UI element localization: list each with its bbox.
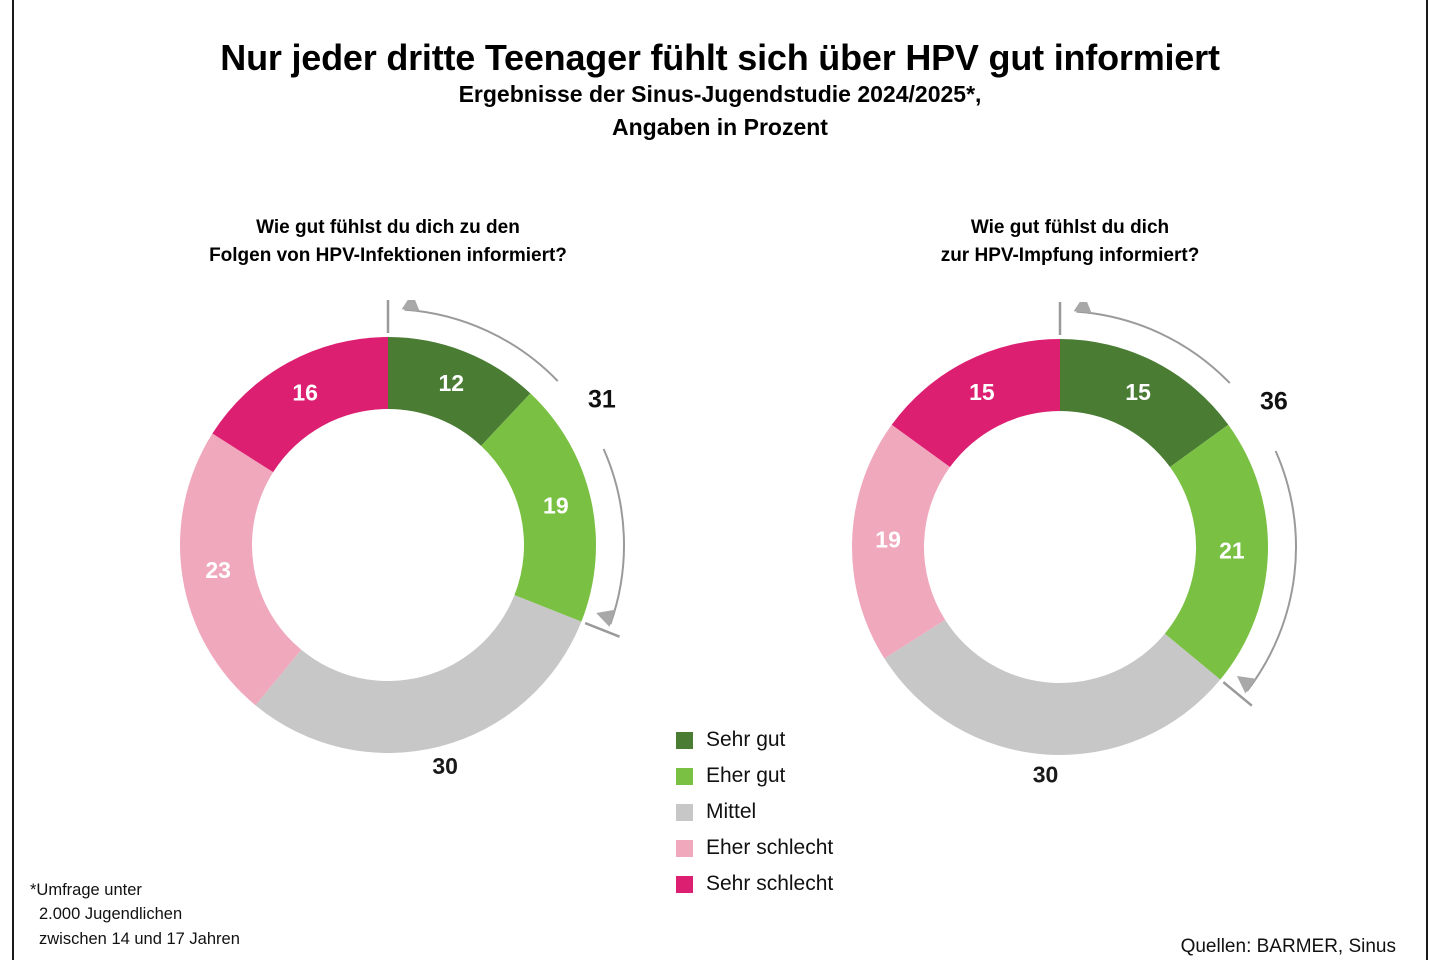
subtitle-line-1: Ergebnisse der Sinus-Jugendstudie 2024/2… bbox=[458, 81, 982, 107]
legend-item: Sehr schlecht bbox=[676, 866, 976, 902]
donut-slice bbox=[255, 595, 582, 753]
bracket-arrowhead-icon bbox=[401, 300, 420, 311]
chart-question-right: Wie gut fühlst du dich zur HPV-Impfung i… bbox=[820, 214, 1320, 269]
donut-bracket-left: 31 bbox=[386, 300, 625, 638]
subtitle-line-2: Angaben in Prozent bbox=[612, 114, 828, 141]
bracket-arc bbox=[1246, 450, 1297, 692]
donut-bracket-right: 36 bbox=[1058, 302, 1297, 707]
footnote-line-2: 2.000 Jugendlichen bbox=[39, 905, 183, 924]
source-note: Quellen: BARMER, Sinus bbox=[1180, 936, 1396, 957]
donut-chart-hpv-folgen-svg: 12 19 30 23 16 31 bbox=[180, 300, 625, 779]
bracket-arc bbox=[404, 308, 559, 382]
bracket-end-tick bbox=[584, 621, 620, 638]
bracket-arrowhead-icon bbox=[1236, 676, 1256, 694]
donut-slice-value: 19 bbox=[543, 493, 569, 519]
bracket-arrowhead-icon bbox=[1073, 302, 1092, 313]
legend-swatch-icon bbox=[676, 803, 693, 821]
bracket-total-value: 36 bbox=[1260, 387, 1288, 415]
donut-slice-value: 15 bbox=[969, 379, 995, 405]
donut-slice bbox=[1164, 424, 1268, 680]
legend-swatch-icon bbox=[676, 875, 693, 893]
donut-slice-value: 30 bbox=[432, 753, 458, 779]
donut-slice bbox=[212, 337, 388, 473]
donut-slices-left bbox=[180, 337, 596, 753]
bracket-arrowhead-icon bbox=[596, 609, 616, 627]
legend-swatch-icon bbox=[676, 731, 693, 749]
legend-swatch-icon bbox=[676, 839, 693, 857]
legend-swatch-icon bbox=[676, 767, 693, 785]
donut-slice bbox=[1060, 339, 1229, 468]
legend-item-label: Eher schlecht bbox=[706, 836, 834, 859]
chart-question-right-line-1: Wie gut fühlst du dich bbox=[970, 217, 1170, 238]
legend-item-label: Sehr gut bbox=[706, 728, 786, 751]
footnote-line-3: zwischen 14 und 17 Jahren bbox=[39, 929, 240, 948]
donut-slice-value: 30 bbox=[1033, 762, 1059, 788]
bracket-arc bbox=[602, 448, 625, 625]
chart-question-left: Wie gut fühlst du dich zu den Folgen von… bbox=[88, 214, 688, 269]
donut-chart-hpv-folgen: 12 19 30 23 16 31 bbox=[150, 300, 670, 800]
donut-labels-left: 12 19 30 23 16 bbox=[205, 370, 568, 779]
subtitle: Ergebnisse der Sinus-Jugendstudie 2024/2… bbox=[0, 78, 1440, 145]
donut-slice-value: 12 bbox=[439, 370, 465, 396]
donut-slice-value: 19 bbox=[875, 527, 901, 553]
donut-slice bbox=[852, 424, 950, 659]
donut-slice-value: 15 bbox=[1125, 379, 1151, 405]
footnote-marker: * bbox=[30, 881, 37, 899]
legend-item: Sehr gut bbox=[676, 722, 976, 758]
legend-item: Eher gut bbox=[676, 758, 976, 794]
donut-slice-value: 21 bbox=[1219, 537, 1245, 563]
legend: Sehr gut Eher gut Mittel Eher schlecht Sehr … bbox=[676, 722, 976, 902]
donut-slices-right bbox=[852, 339, 1268, 755]
bracket-end-tick bbox=[1222, 681, 1253, 707]
legend-item: Mittel bbox=[676, 794, 976, 830]
donut-chart-hpv-impfung-svg: 15 21 30 19 15 36 bbox=[852, 302, 1297, 788]
donut-chart-hpv-impfung: 15 21 30 19 15 36 bbox=[822, 302, 1342, 802]
chart-question-left-line-2: Folgen von HPV-Infektionen informiert? bbox=[209, 244, 567, 266]
legend-item-label: Sehr schlecht bbox=[706, 872, 834, 895]
page-title: Nur jeder dritte Teenager fühlt sich übe… bbox=[220, 37, 1220, 79]
donut-slice bbox=[388, 337, 531, 446]
legend-item: Eher schlecht bbox=[676, 830, 976, 866]
donut-slice bbox=[891, 339, 1060, 468]
footnote-line-1: *Umfrage unter bbox=[30, 881, 142, 899]
donut-slice bbox=[884, 619, 1221, 755]
donut-labels-right: 15 21 30 19 15 bbox=[875, 379, 1245, 788]
chart-question-right-line-2: zur HPV-Impfung informiert? bbox=[940, 244, 1200, 266]
bracket-total-value: 31 bbox=[588, 385, 616, 413]
legend-item-label: Eher gut bbox=[706, 764, 786, 787]
chart-question-left-line-1: Wie gut fühlst du dich zu den bbox=[256, 217, 520, 238]
donut-slice-value: 16 bbox=[292, 379, 318, 405]
donut-slice bbox=[180, 433, 302, 706]
donut-slice-value: 23 bbox=[205, 557, 231, 583]
footnote: *Umfrage unter 2.000 Jugendlichen zwisch… bbox=[30, 878, 240, 951]
bracket-arc bbox=[1076, 310, 1231, 384]
donut-slice bbox=[481, 393, 596, 622]
legend-item-label: Mittel bbox=[706, 800, 757, 823]
